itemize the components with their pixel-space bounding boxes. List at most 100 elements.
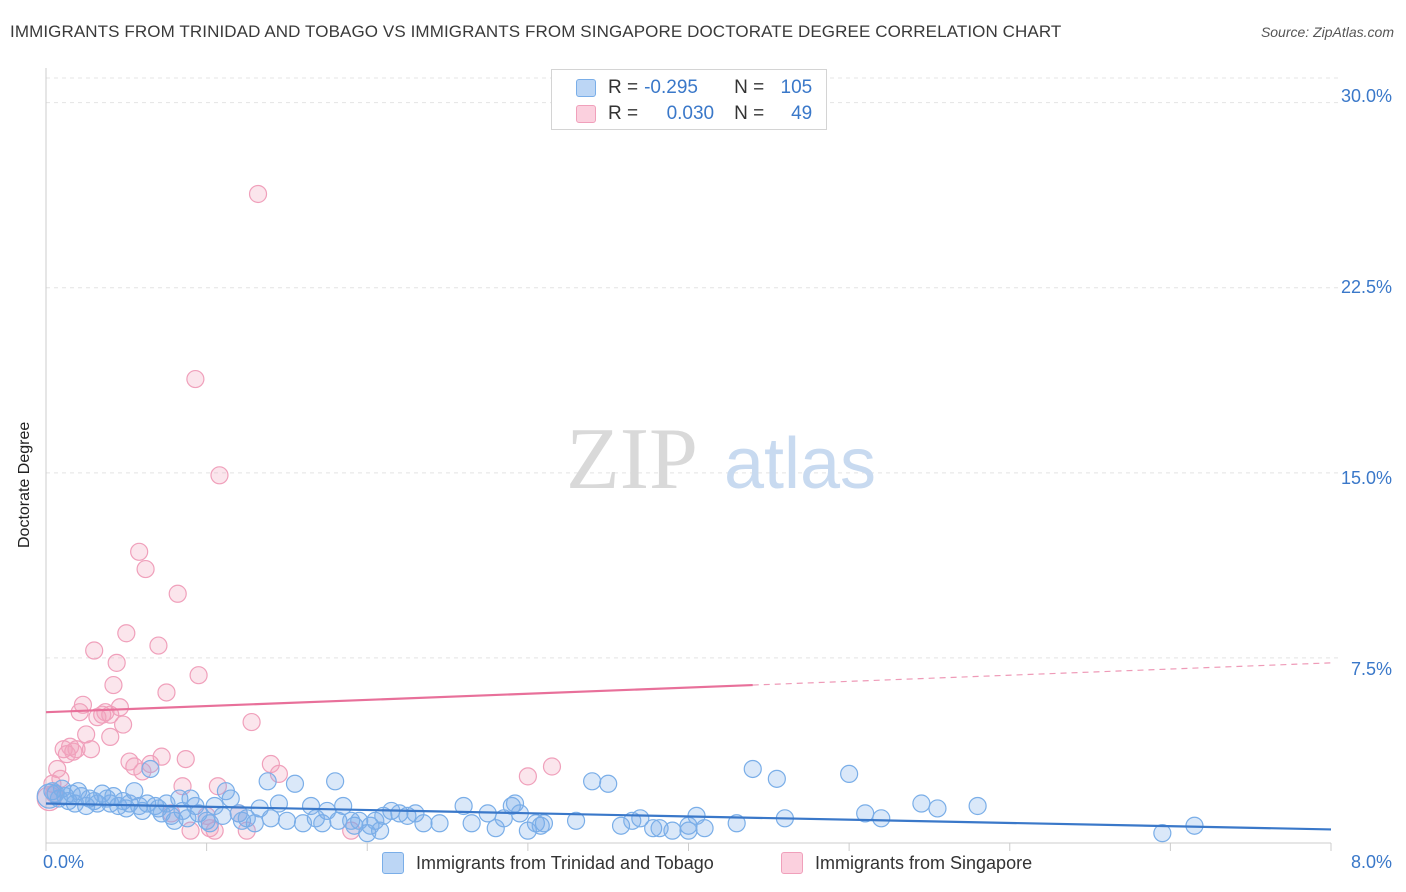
point-singapore: [110, 698, 129, 717]
trend-line-extension-pink: [752, 662, 1332, 686]
point-trinidad: [644, 819, 663, 838]
point-trinidad: [566, 811, 586, 830]
point-singapore: [168, 584, 187, 603]
point-singapore: [189, 666, 208, 685]
x-tick-min: 0.0%: [43, 852, 85, 872]
point-singapore: [67, 740, 86, 759]
legend-swatch-pink: [576, 105, 596, 123]
point-singapore: [210, 466, 229, 485]
grid-lines: [46, 77, 1338, 659]
point-singapore: [186, 369, 205, 389]
point-singapore: [107, 653, 126, 672]
legend-r-value: 0.030: [666, 103, 715, 124]
legend-r-label: R =: [608, 103, 639, 124]
point-trinidad: [141, 759, 160, 779]
legend-r-value: -0.295: [644, 77, 698, 98]
points-singapore: [36, 184, 562, 840]
point-singapore: [242, 712, 261, 732]
point-trinidad: [767, 769, 786, 788]
point-singapore: [130, 542, 149, 561]
point-singapore: [96, 703, 115, 722]
point-trinidad: [371, 821, 390, 840]
watermark-atlas: atlas: [724, 424, 876, 504]
y-tick-7-5: 7.5%: [1350, 659, 1392, 679]
legend-label-trinidad: Immigrants from Trinidad and Tobago: [416, 852, 714, 873]
point-trinidad: [695, 819, 714, 838]
point-trinidad: [462, 814, 481, 833]
point-trinidad: [840, 764, 859, 784]
legend-r-label: R =: [608, 77, 639, 98]
source-credit: Source: ZipAtlas.com: [1260, 24, 1394, 40]
legend-n-value: 105: [780, 77, 813, 98]
y-tick-15: 15.0%: [1340, 468, 1392, 488]
point-trinidad: [743, 759, 762, 779]
point-singapore: [136, 559, 155, 579]
legend-n-label: N =: [734, 77, 765, 98]
point-trinidad: [872, 809, 891, 828]
point-trinidad: [1153, 824, 1172, 843]
legend-item-singapore[interactable]: Immigrants from Singapore: [781, 852, 1032, 874]
point-trinidad: [727, 814, 746, 833]
point-singapore: [48, 759, 67, 779]
point-singapore: [73, 695, 93, 714]
legend-item-trinidad[interactable]: Immigrants from Trinidad and Tobago: [382, 852, 714, 874]
point-singapore: [269, 764, 289, 784]
legend-swatch-blue: [576, 79, 596, 97]
point-trinidad: [679, 821, 698, 840]
point-trinidad: [269, 794, 289, 813]
point-trinidad: [277, 811, 297, 830]
point-trinidad: [531, 816, 550, 835]
point-singapore: [157, 683, 176, 702]
legend-swatch-blue: [382, 852, 404, 874]
point-trinidad: [534, 814, 554, 833]
point-trinidad: [928, 799, 947, 818]
point-trinidad: [631, 809, 650, 828]
point-trinidad: [663, 821, 682, 840]
point-singapore: [542, 757, 562, 776]
series-legend: Immigrants from Trinidad and Tobago Immi…: [0, 852, 1406, 878]
y-tick-30: 30.0%: [1340, 86, 1392, 106]
point-singapore: [152, 747, 171, 766]
point-singapore: [149, 636, 168, 655]
point-singapore: [113, 715, 133, 734]
point-singapore: [104, 675, 123, 695]
point-trinidad: [912, 794, 931, 813]
watermark: ZIP atlas: [566, 411, 876, 508]
legend-swatch-pink: [781, 852, 803, 874]
point-trinidad: [69, 782, 88, 801]
point-trinidad: [285, 774, 305, 793]
trend-line-pink: [45, 683, 753, 714]
point-singapore: [85, 641, 104, 660]
point-trinidad: [430, 814, 449, 833]
point-trinidad: [968, 796, 987, 816]
point-trinidad: [454, 796, 473, 816]
trend-line-blue: [45, 802, 1332, 831]
trend-lines: [45, 662, 1332, 831]
legend-row-singapore: R = 0.030 N = 49: [576, 102, 812, 126]
point-trinidad: [213, 806, 232, 825]
point-trinidad: [326, 772, 345, 791]
points-trinidad: [36, 759, 1204, 843]
legend-n-label: N =: [734, 103, 765, 124]
point-singapore: [117, 624, 136, 643]
point-singapore: [141, 754, 160, 774]
chart-title: IMMIGRANTS FROM TRINIDAD AND TOBAGO VS I…: [10, 22, 1062, 41]
point-singapore: [518, 767, 537, 786]
point-singapore: [101, 727, 120, 746]
point-trinidad: [583, 772, 602, 791]
stats-legend: R = -0.295 N = 105 R = 0.030 N = 49: [551, 69, 827, 130]
watermark-zip: ZIP: [566, 411, 698, 508]
point-singapore: [176, 749, 195, 769]
point-trinidad: [611, 816, 631, 835]
axes: [45, 68, 1332, 851]
legend-label-singapore: Immigrants from Singapore: [815, 852, 1033, 873]
point-singapore: [64, 742, 83, 761]
point-singapore: [248, 184, 268, 204]
legend-n-value: 49: [791, 103, 813, 124]
point-trinidad: [599, 774, 618, 793]
legend-row-trinidad: R = -0.295 N = 105: [576, 76, 812, 100]
y-tick-22-5: 22.5%: [1340, 277, 1392, 297]
point-trinidad: [258, 772, 277, 791]
point-singapore: [81, 740, 101, 759]
